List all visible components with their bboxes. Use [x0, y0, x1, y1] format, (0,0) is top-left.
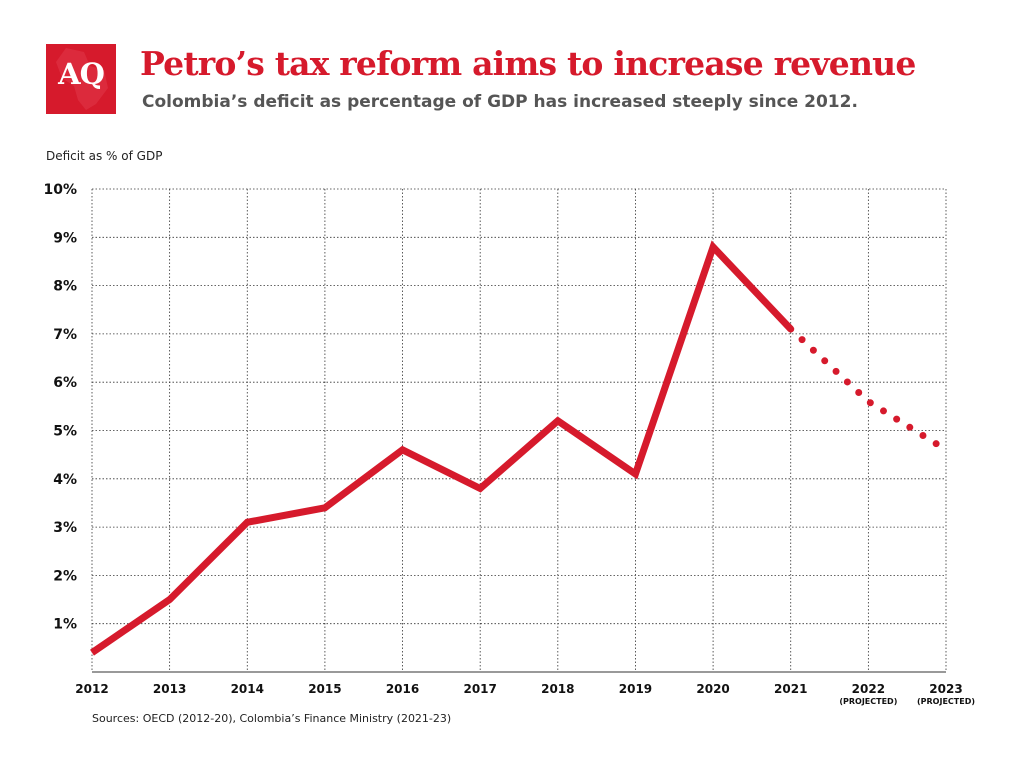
x-axis-ticks: 2012 2013 2014 2015 2016 2017 2018 2019 2020 2021… — [75, 682, 975, 706]
actual-series-line — [90, 240, 794, 656]
x-tick-label: 2013 — [153, 682, 186, 696]
source-note: Sources: OECD (2012-20), Colombia’s Fina… — [92, 712, 452, 725]
aq-logo: AQ — [46, 44, 116, 114]
y-tick-label: 10% — [43, 182, 77, 198]
chart-subtitle: Colombia’s deficit as percentage of GDP … — [142, 92, 858, 112]
x-tick-note: (PROJECTED) — [839, 697, 897, 706]
chart-grid — [91, 188, 947, 673]
series-lines — [90, 240, 950, 656]
y-tick-label: 8% — [53, 279, 77, 295]
y-tick-label: 5% — [53, 424, 77, 440]
y-tick-label: 3% — [53, 520, 77, 536]
y-tick-label: 7% — [53, 327, 77, 343]
x-tick-label: 2012 — [75, 682, 108, 696]
logo-text: AQ — [58, 57, 105, 91]
chart-title: Petro’s tax reform aims to increase reve… — [140, 44, 916, 83]
x-tick-label: 2021 — [774, 682, 807, 696]
x-tick-label: 2016 — [386, 682, 419, 696]
x-tick-label: 2022 — [852, 682, 885, 696]
y-axis-ticks: 1% 2% 3% 4% 5% 6% 7% 8% 9% 10% — [43, 182, 77, 633]
x-tick-label: 2018 — [541, 682, 574, 696]
y-tick-label: 2% — [53, 568, 77, 584]
x-tick-label: 2023 — [929, 682, 962, 696]
map-silhouette-icon — [56, 48, 108, 110]
y-tick-label: 6% — [53, 375, 77, 391]
y-axis-label: Deficit as % of GDP — [46, 149, 162, 163]
projected-series-line — [787, 325, 950, 454]
x-tick-label: 2017 — [463, 682, 496, 696]
x-tick-label: 2014 — [231, 682, 264, 696]
y-tick-label: 1% — [53, 617, 77, 633]
x-tick-note: (PROJECTED) — [917, 697, 975, 706]
x-tick-label: 2020 — [696, 682, 729, 696]
x-tick-label: 2019 — [619, 682, 652, 696]
y-tick-label: 9% — [53, 230, 77, 246]
x-tick-label: 2015 — [308, 682, 341, 696]
y-tick-label: 4% — [53, 472, 77, 488]
